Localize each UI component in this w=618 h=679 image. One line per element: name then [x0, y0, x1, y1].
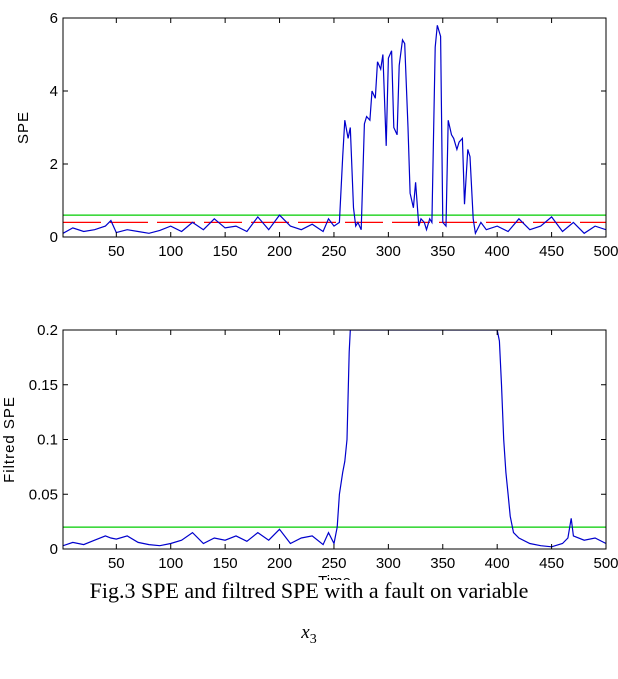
fault-variable-label: x3	[0, 622, 618, 648]
variable-symbol: x	[301, 622, 310, 643]
panel-2-ytick-label: 0.2	[37, 322, 58, 339]
panel-2-ytick-label: 0.15	[29, 377, 58, 394]
figure: 50 100 150 200 250 300 350 400 450 500 0 2 4 6 SPE 50 10…	[1, 10, 618, 580]
panel-2-ytick-label: 0.05	[29, 486, 58, 503]
panel-1-xtick-label: 450	[539, 243, 564, 260]
panel-1-xtick-label: 50	[108, 243, 125, 260]
variable-subscript: 3	[309, 631, 317, 647]
panel-2-xtick-label: 450	[539, 555, 564, 572]
figure-caption: Fig.3 SPE and filtred SPE with a fault o…	[89, 578, 529, 603]
panel-2-xtick-label: 50	[108, 555, 125, 572]
panel-2-xtick-label: 250	[321, 555, 346, 572]
panel-1-axes-box	[62, 17, 607, 238]
panel-2-ytick-label: 0	[50, 541, 58, 558]
panel-1-xtick-label: 500	[593, 243, 618, 260]
panel-1-xtick-label: 150	[213, 243, 238, 260]
panel-2-xtick-label: 400	[485, 555, 510, 572]
panel-2-xtick-label: 500	[593, 555, 618, 572]
panel-2-xtick-label: 200	[267, 555, 292, 572]
panel-2-xtick-label: 350	[430, 555, 455, 572]
panel-2-xtick-label: 300	[376, 555, 401, 572]
panel-2-series-line	[63, 330, 606, 548]
panel-2-xtick-label: 150	[213, 555, 238, 572]
panel-1-ylabel: SPE	[15, 111, 32, 144]
panel-1-xtick-label: 100	[158, 243, 183, 260]
panel-2-axes-box	[62, 329, 607, 550]
panel-1-series-line	[63, 25, 606, 236]
panel-1-ytick-label: 2	[50, 156, 58, 173]
panel-1-xtick-label: 400	[485, 243, 510, 260]
panel-2-ytick-label: 0.1	[37, 432, 58, 449]
panel-1-ytick-label: 6	[50, 10, 58, 27]
panel-2-xtick-label: 100	[158, 555, 183, 572]
panel-2-xlabel: Time	[318, 573, 351, 580]
panel-2-ylabel: Filtred SPE	[1, 396, 18, 483]
panel-1-xtick-label: 200	[267, 243, 292, 260]
panel-1-ytick-label: 0	[50, 229, 58, 246]
panel-1-xtick-label: 250	[321, 243, 346, 260]
panel-1-ytick-label: 4	[50, 83, 58, 100]
panel-1-xtick-label: 300	[376, 243, 401, 260]
panel-1-xtick-label: 350	[430, 243, 455, 260]
